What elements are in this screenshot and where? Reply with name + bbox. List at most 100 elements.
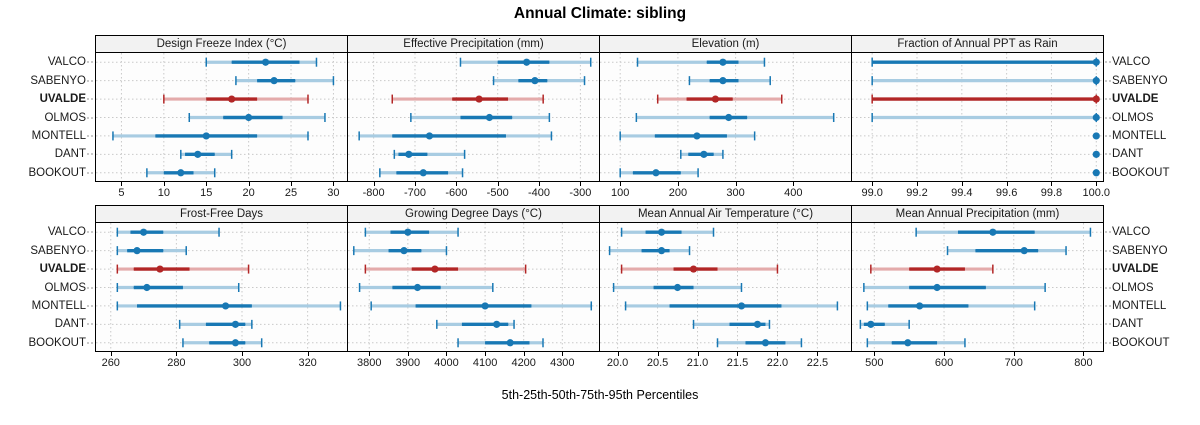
x-tick-label: 4300 xyxy=(550,357,575,369)
site-label-right-bookout: BOOKOUT xyxy=(1104,336,1198,350)
x-tick-label: 5 xyxy=(118,187,125,199)
series-valco xyxy=(620,227,715,237)
site-label-right-uvalde: UVALDE xyxy=(1104,92,1198,106)
series-sabenyo xyxy=(871,76,1100,86)
x-tick-mark xyxy=(369,352,371,356)
x-tick-mark xyxy=(916,182,918,186)
x-tick-mark xyxy=(456,182,458,186)
panel-title: Growing Degree Days (°C) xyxy=(405,208,542,220)
x-tick-mark xyxy=(176,352,178,356)
series-montell xyxy=(112,131,309,141)
site-label-left-sabenyo: SABENYO xyxy=(0,244,94,258)
site-label: BOOKOUT xyxy=(28,336,86,349)
site-label: MONTELL xyxy=(1112,299,1167,312)
series-olmos xyxy=(612,283,743,292)
x-tick-label: 4000 xyxy=(434,357,459,369)
x-tick-mark xyxy=(817,352,819,356)
series-dant xyxy=(1092,150,1100,158)
series-olmos xyxy=(410,113,551,122)
x-tick-mark xyxy=(735,182,737,186)
median-dot xyxy=(689,265,698,273)
site-label-right-montell: MONTELL xyxy=(1104,129,1198,143)
site-label-right-sabenyo: SABENYO xyxy=(1104,74,1198,88)
median-dot xyxy=(933,283,941,292)
x-tick-label: 300 xyxy=(232,357,252,369)
site-label-left-bookout: BOOKOUT xyxy=(0,166,94,180)
panel-strip-frost-free-days: Frost-Free Days xyxy=(95,205,348,223)
x-tick-label: 21.0 xyxy=(686,357,709,369)
series-valco xyxy=(915,227,1092,237)
dotted-leader xyxy=(1105,61,1111,64)
series-bookout xyxy=(619,168,699,178)
series-bookout xyxy=(716,338,803,348)
x-tick-label: 4200 xyxy=(511,357,536,369)
site-label: OLMOS xyxy=(1112,111,1154,124)
x-tick-mark xyxy=(414,182,416,186)
x-axis-frost-free-days: 260 280 300 320 xyxy=(95,352,348,369)
x-tick-label: -600 xyxy=(445,187,468,199)
series-valco xyxy=(116,227,220,237)
x-tick-label: 20.0 xyxy=(606,357,629,369)
median-dot xyxy=(673,283,682,292)
median-dot xyxy=(761,339,770,347)
series-montell xyxy=(116,301,342,311)
median-dot xyxy=(405,150,413,158)
x-tick-mark xyxy=(206,182,208,186)
series-uvalde xyxy=(870,264,994,274)
x-tick-label: 100.0 xyxy=(1082,187,1111,199)
series-dant xyxy=(859,319,910,329)
x-tick-mark xyxy=(1006,182,1008,186)
median-dot xyxy=(1020,247,1028,255)
median-dot xyxy=(413,283,422,292)
series-uvalde xyxy=(116,264,250,274)
dotted-leader xyxy=(87,61,93,64)
percentiles-caption: 5th-25th-50th-75th-95th Percentiles xyxy=(501,388,699,402)
x-tick-mark xyxy=(373,182,375,186)
page-title: Annual Climate: sibling xyxy=(513,5,687,22)
x-tick-label: 400 xyxy=(784,187,803,199)
site-label: VALCO xyxy=(1112,226,1151,239)
panel-strip-elevation-m: Elevation (m) xyxy=(599,35,852,53)
site-label: UVALDE xyxy=(1112,263,1159,276)
dotted-leader xyxy=(87,79,93,82)
median-dot xyxy=(245,113,253,122)
dotted-leader xyxy=(1105,286,1111,289)
median-dot xyxy=(652,169,660,177)
median-dot xyxy=(657,228,666,236)
x-tick-label: 99.0 xyxy=(861,187,883,199)
median-dot xyxy=(419,169,427,177)
site-label: DANT xyxy=(54,148,86,161)
x-tick-mark xyxy=(793,182,795,186)
median-dot xyxy=(481,302,489,310)
x-tick-label: 99.4 xyxy=(951,187,973,199)
series-olmos xyxy=(116,283,240,292)
series-sabenyo xyxy=(492,76,586,86)
series-montell xyxy=(619,131,756,141)
panel-title: Elevation (m) xyxy=(691,38,760,50)
series-bookout xyxy=(457,338,544,348)
dotted-leader xyxy=(1105,171,1111,174)
x-tick-label: 100 xyxy=(611,187,630,199)
panel-plot-effective-precipitation-mm xyxy=(347,53,600,182)
series-bookout xyxy=(866,338,966,348)
site-label-right-dant: DANT xyxy=(1104,317,1198,331)
dotted-leader xyxy=(87,134,93,137)
x-axis-effective-precipitation-mm: -800 -700 -600 -500 -400 -300 xyxy=(347,182,600,199)
panel-title: Fraction of Annual PPT as Rain xyxy=(897,38,1058,50)
site-label-left-valco: VALCO xyxy=(0,55,94,69)
median-dot xyxy=(700,150,708,158)
median-dot xyxy=(1092,77,1100,85)
dotted-leader xyxy=(1105,153,1111,156)
x-tick-mark xyxy=(657,352,659,356)
x-tick-mark xyxy=(1051,182,1053,186)
site-label-left-bookout: BOOKOUT xyxy=(0,336,94,350)
median-dot xyxy=(867,320,875,328)
series-valco xyxy=(364,227,459,237)
median-dot xyxy=(139,228,148,236)
panel-strip-design-freeze-index-c: Design Freeze Index (°C) xyxy=(95,35,348,53)
site-label-left-dant: DANT xyxy=(0,317,94,331)
site-label-left-uvalde: UVALDE xyxy=(0,92,94,106)
site-label-right-dant: DANT xyxy=(1104,147,1198,161)
x-tick-mark xyxy=(485,352,487,356)
median-dot xyxy=(719,58,727,66)
